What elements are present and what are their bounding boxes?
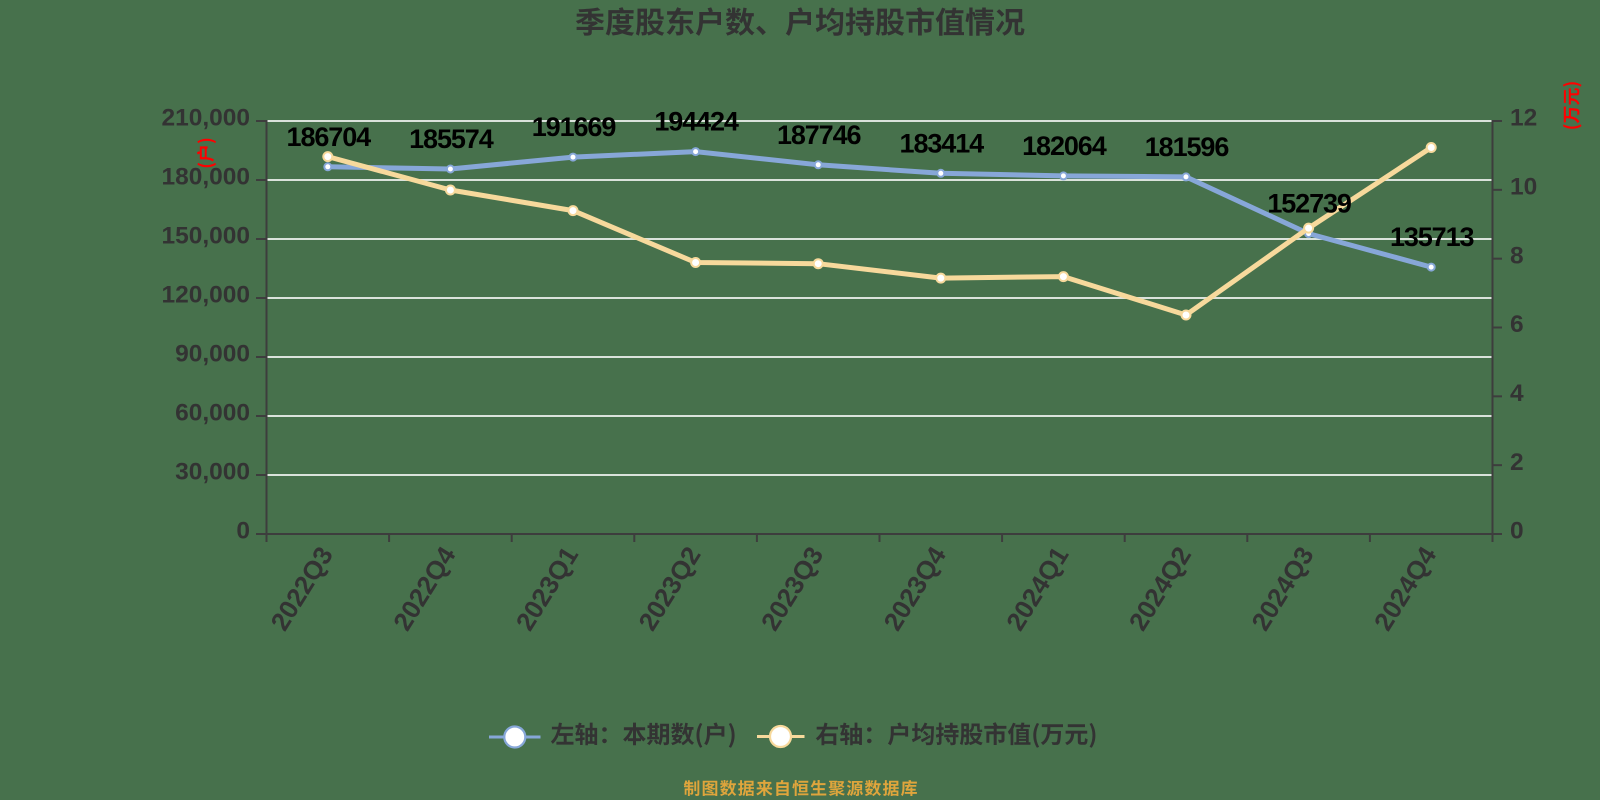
svg-text:30,000: 30,000	[175, 459, 250, 486]
svg-text:191669: 191669	[532, 112, 617, 142]
svg-text:210,000: 210,000	[161, 105, 250, 132]
svg-text:120,000: 120,000	[161, 282, 250, 309]
svg-text:10: 10	[1510, 173, 1537, 200]
svg-text:6: 6	[1510, 311, 1524, 338]
svg-text:60,000: 60,000	[175, 400, 250, 427]
svg-text:12: 12	[1510, 105, 1537, 132]
svg-text:0: 0	[1510, 518, 1524, 545]
svg-text:90,000: 90,000	[175, 341, 250, 368]
svg-text:180,000: 180,000	[161, 164, 250, 191]
svg-text:2: 2	[1510, 449, 1524, 476]
svg-text:150,000: 150,000	[161, 223, 250, 250]
svg-text:181596: 181596	[1145, 132, 1230, 162]
svg-text:8: 8	[1510, 242, 1524, 269]
svg-text:194424: 194424	[654, 107, 739, 137]
svg-text:135713: 135713	[1390, 222, 1475, 252]
svg-text:183414: 183414	[900, 128, 985, 158]
svg-text:152739: 152739	[1267, 189, 1352, 219]
svg-text:182064: 182064	[1022, 131, 1107, 161]
svg-text:186704: 186704	[287, 122, 372, 152]
svg-text:0: 0	[236, 518, 250, 545]
svg-text:4: 4	[1510, 380, 1524, 407]
svg-text:187746: 187746	[777, 120, 862, 150]
svg-text:185574: 185574	[409, 124, 494, 154]
